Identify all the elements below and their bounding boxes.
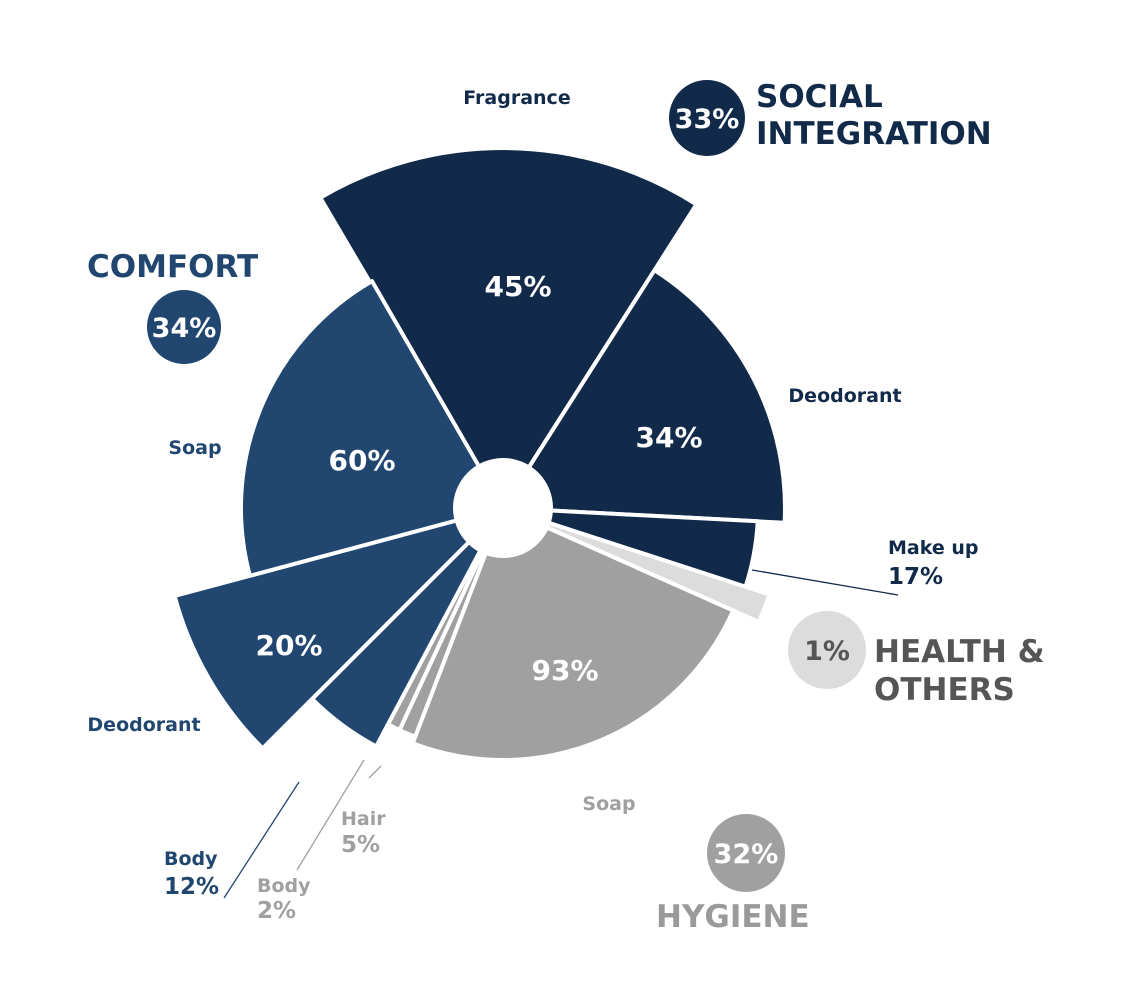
group-share-health: 1% (804, 636, 850, 667)
segment-value-comfort-deodorant: 20% (255, 629, 322, 662)
wedges-layer (172, 146, 787, 763)
leader-lines-layer (223, 569, 899, 899)
segment-value-social-fragrance: 45% (484, 270, 551, 303)
segment-name-hygiene-soap: Soap (582, 793, 635, 815)
group-share-comfort: 34% (152, 313, 217, 344)
wedge-social-deodorant (501, 268, 787, 525)
group-title-social-line-0: SOCIAL (756, 79, 883, 115)
segment-name-comfort-soap: Soap (168, 437, 221, 459)
wedge-comfort-deodorant (172, 506, 505, 751)
group-title-health-line-0: HEALTH & (874, 634, 1045, 670)
segment-value-social-make-up: 17% (888, 564, 943, 590)
segment-name-social-make-up: Make up (888, 537, 978, 559)
segment-value-hygiene-soap: 93% (531, 654, 598, 687)
segment-name-comfort-body: Body (164, 848, 218, 870)
group-badge-hygiene (707, 814, 785, 892)
segment-name-hygiene-body: Body (257, 875, 311, 897)
leader-line-hygiene-body (296, 759, 365, 871)
group-title-hygiene-line-0: HYGIENE (656, 899, 810, 935)
group-title-health-line-1: OTHERS (874, 672, 1015, 708)
segment-name-hygiene-hair: Hair (341, 808, 386, 830)
group-share-social: 33% (675, 104, 740, 135)
group-share-hygiene: 32% (714, 839, 779, 870)
leader-line-comfort-body (223, 781, 300, 899)
segment-value-hygiene-hair: 5% (341, 832, 380, 858)
group-title-comfort-line-0: COMFORT (87, 249, 258, 285)
group-badge-health (788, 611, 866, 689)
segment-name-social-fragrance: Fragrance (463, 87, 570, 109)
group-badge-social (669, 80, 745, 156)
leader-line-social-make-up (751, 569, 899, 596)
leader-line-hygiene-hair (368, 765, 382, 779)
segment-value-hygiene-body: 2% (257, 898, 296, 924)
wedge-social-fragrance (318, 146, 699, 510)
segment-name-comfort-deodorant: Deodorant (87, 714, 200, 736)
center-hole (453, 458, 553, 558)
segment-value-social-deodorant: 34% (635, 421, 702, 454)
wedge-hygiene-soap (410, 506, 736, 763)
segment-value-comfort-soap: 60% (328, 444, 395, 477)
wedge-comfort-soap (238, 279, 505, 578)
segment-value-comfort-body: 12% (164, 874, 219, 900)
group-badge-comfort (147, 290, 221, 364)
group-title-social-line-1: INTEGRATION (756, 116, 992, 152)
segment-name-social-deodorant: Deodorant (788, 385, 901, 407)
labels-layer: Fragrance 45% Deodorant 34% Make up 17% 93% Soa… (87, 87, 978, 924)
